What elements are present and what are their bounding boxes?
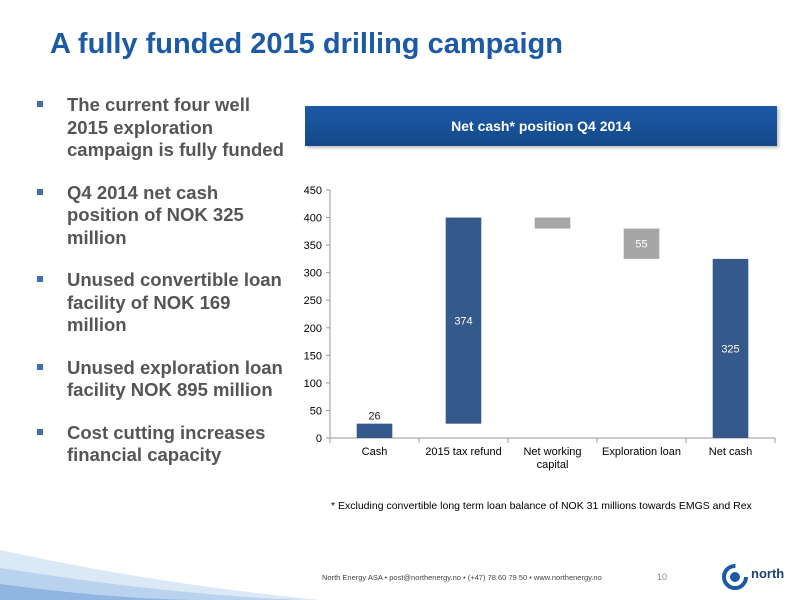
bullet-text: Cost cutting increases financial capacit… <box>67 421 266 466</box>
bar-net-working-capital <box>534 217 571 229</box>
bullet-text: Q4 2014 net cash position of NOK 325 mil… <box>67 181 244 248</box>
logo-text: north <box>751 566 785 581</box>
x-category-label: Cash <box>362 446 388 458</box>
y-tick-label: 400 <box>304 213 322 225</box>
bar-2015-tax-refund <box>445 217 482 424</box>
bullet-list: The current four well 2015 exploration c… <box>36 94 286 487</box>
y-tick-label: 50 <box>310 405 322 417</box>
waterfall-chart: 0 50 100 150 200 250 300 350 400 450 26 Cash 374 2015… <box>304 185 776 471</box>
y-tick-label: 450 <box>304 185 322 197</box>
bar-exploration-loan <box>623 228 660 259</box>
bar-cash <box>356 423 393 438</box>
bar-data-label: 325 <box>721 343 739 355</box>
x-category-label: capital <box>537 459 569 471</box>
y-tick-label: 200 <box>304 323 322 335</box>
bullet-text: Unused exploration loan facility NOK 895… <box>67 356 283 401</box>
decorative-wave <box>0 550 320 600</box>
bar-net-cash <box>712 258 749 438</box>
y-tick-label: 150 <box>304 350 322 362</box>
bullet-square-icon <box>37 188 43 195</box>
x-category-label: 2015 tax refund <box>425 446 501 458</box>
bar-data-label: 26 <box>368 411 380 423</box>
x-category-label: Net working <box>523 446 581 458</box>
bullet-text: The current four well 2015 exploration c… <box>67 94 284 160</box>
footer-contact: North Energy ASA • post@northenergy.no •… <box>322 573 602 582</box>
y-tick-label: 350 <box>304 240 322 252</box>
y-tick-label: 100 <box>304 378 322 390</box>
y-tick-label: 250 <box>304 295 322 307</box>
bar-data-label: 55 <box>635 239 647 251</box>
x-category-label: Net cash <box>709 446 752 458</box>
bullet-item: Cost cutting increases financial capacit… <box>36 422 286 467</box>
bar-data-label: 374 <box>454 316 472 328</box>
y-tick-label: 0 <box>316 433 322 445</box>
x-category-label: Exploration loan <box>602 446 681 458</box>
chart-header: Net cash* position Q4 2014 <box>305 106 777 146</box>
north-logo-icon <box>722 564 748 590</box>
y-tick-label: 300 <box>304 268 322 280</box>
bullet-item: Unused exploration loan facility NOK 895… <box>36 357 286 402</box>
bullet-item: Q4 2014 net cash position of NOK 325 mil… <box>36 182 286 250</box>
chart-footnote: * Excluding convertible long term loan b… <box>331 500 752 512</box>
bullet-item: Unused convertible loan facility of NOK … <box>36 269 286 337</box>
page-number: 10 <box>657 572 668 582</box>
bullet-square-icon <box>37 276 43 282</box>
bullet-text: Unused convertible loan facility of NOK … <box>67 269 282 335</box>
slide-title: A fully funded 2015 drilling campaign <box>50 28 563 60</box>
bullet-item: The current four well 2015 exploration c… <box>36 94 286 162</box>
bullet-square-icon <box>37 428 43 435</box>
bullet-square-icon <box>37 363 43 370</box>
bullet-square-icon <box>37 101 43 107</box>
